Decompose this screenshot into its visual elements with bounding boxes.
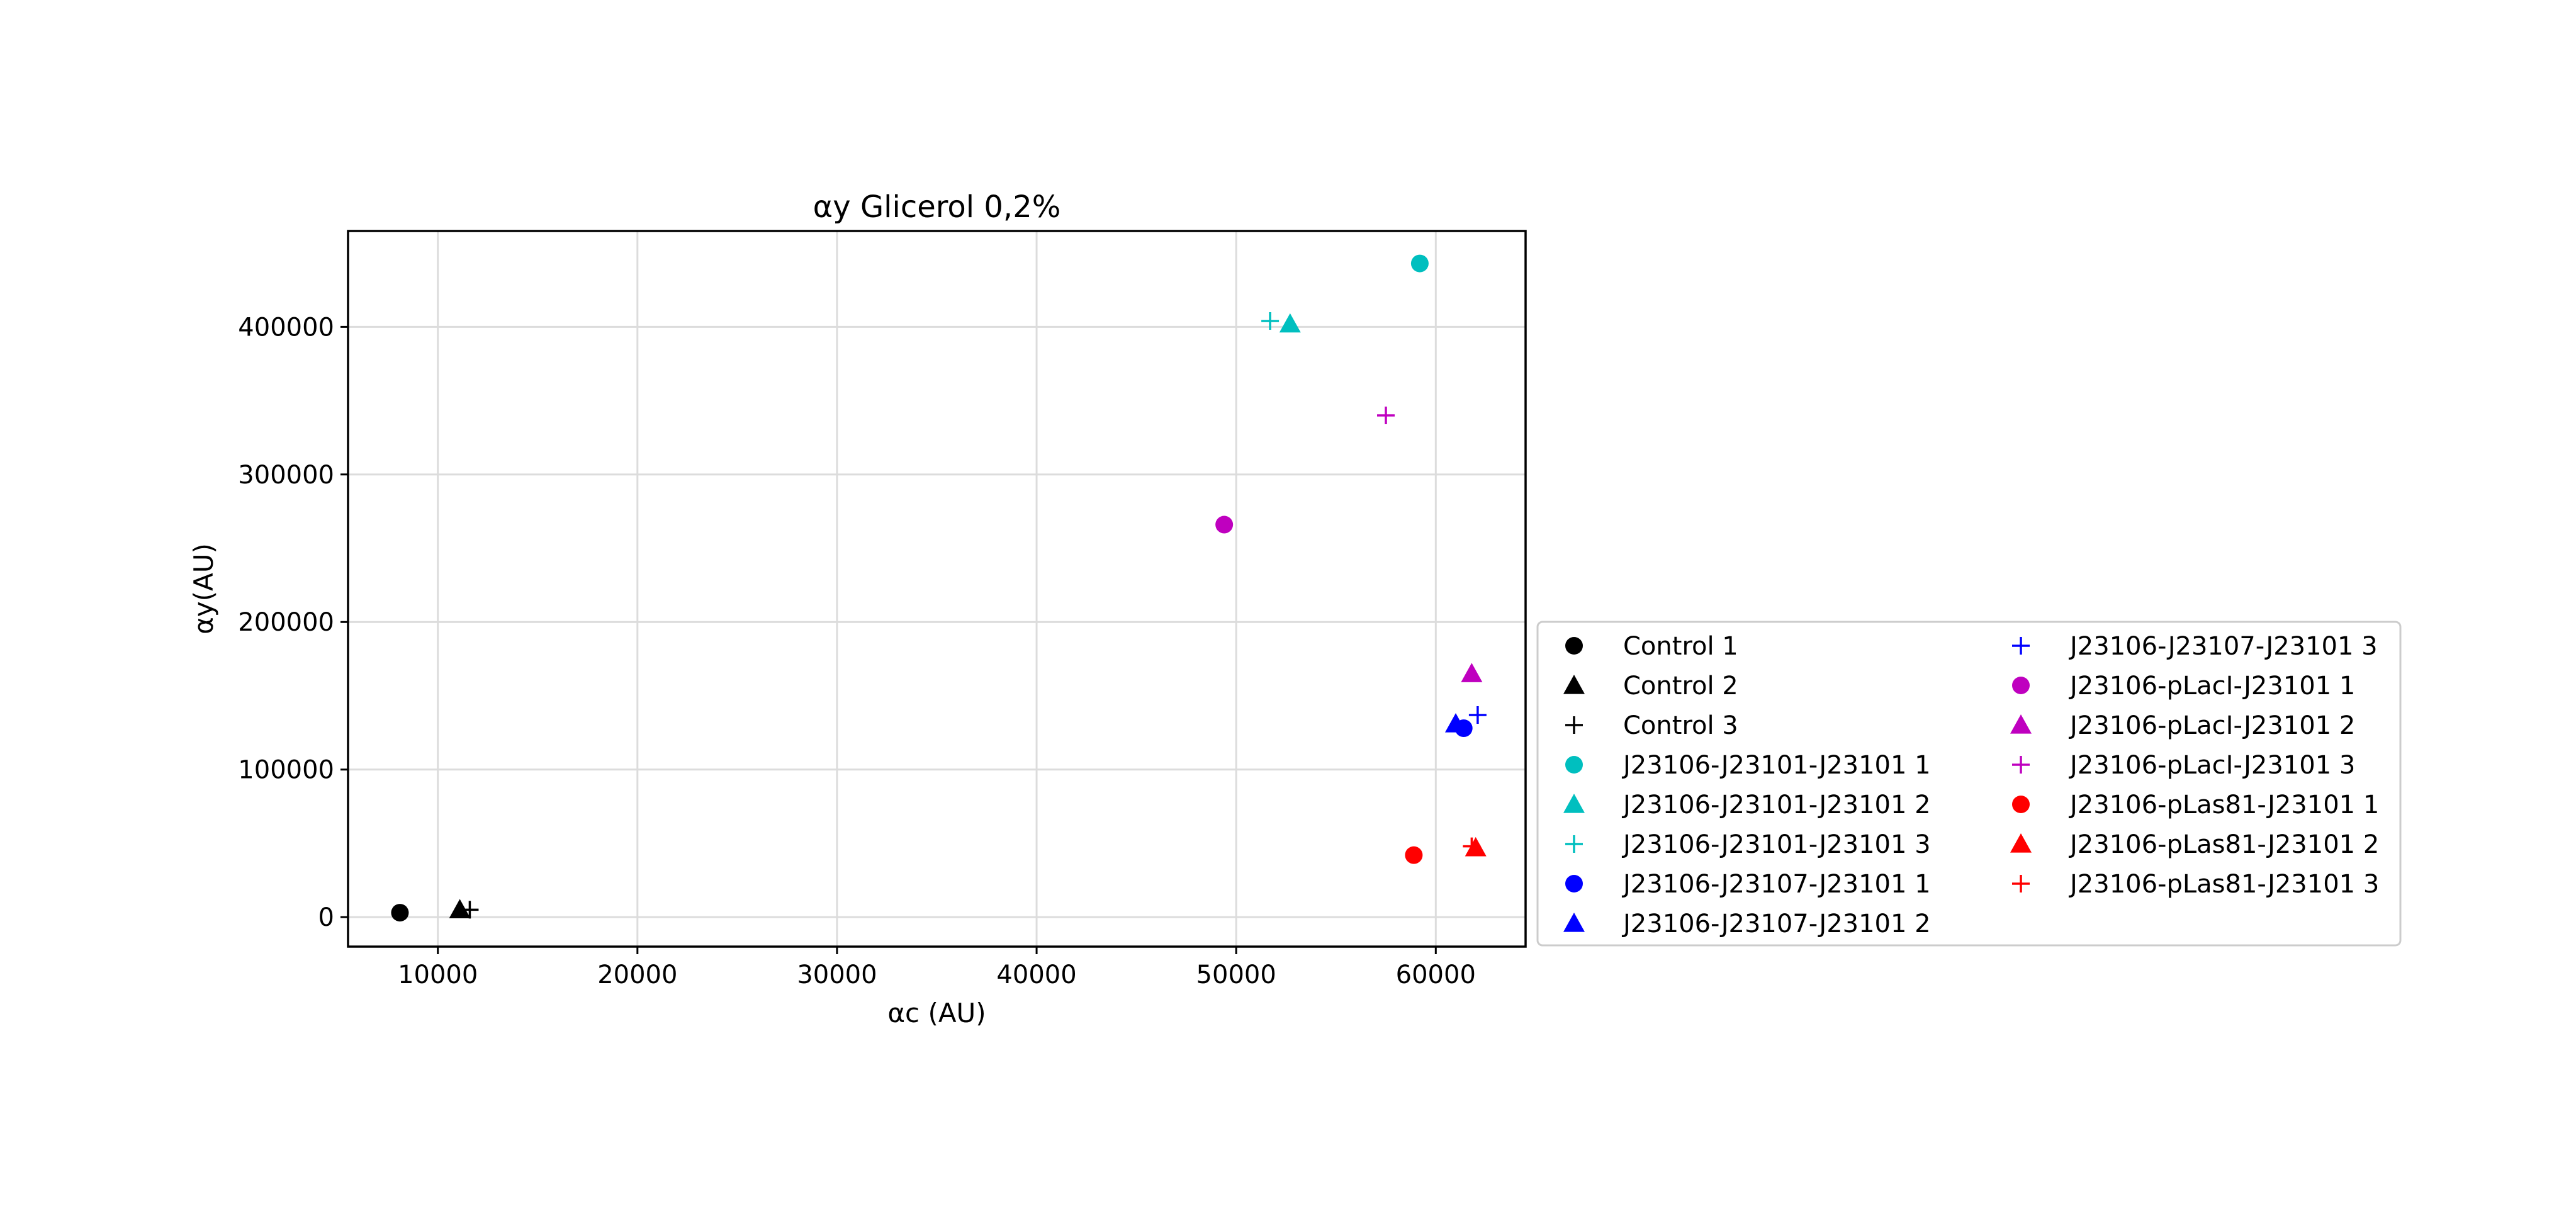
y-tick-label: 0 bbox=[318, 903, 334, 932]
legend-label: J23106-pLacI-J23101 3 bbox=[2068, 751, 2355, 780]
legend: Control 1 Control 2 Control 3 J23106-J23101… bbox=[1536, 621, 2402, 947]
legend-entry: J23106-pLacI-J23101 3 bbox=[2012, 751, 2355, 780]
legend-marker-triangle bbox=[2010, 714, 2032, 734]
data-point-triangle bbox=[1461, 663, 1483, 682]
legend-label: J23106-pLas81-J23101 3 bbox=[2068, 870, 2379, 899]
data-point-triangle bbox=[1279, 313, 1301, 333]
legend-entry: Control 3 bbox=[1565, 711, 1738, 740]
x-tick-label: 30000 bbox=[797, 960, 877, 989]
legend-marker-triangle bbox=[1563, 794, 1585, 813]
x-axis-label: αc (AU) bbox=[887, 998, 986, 1028]
legend-entry: J23106-pLas81-J23101 3 bbox=[2012, 870, 2379, 899]
legend-entry: J23106-J23107-J23101 2 bbox=[1563, 909, 1931, 938]
legend-label: J23106-J23101-J23101 3 bbox=[1621, 830, 1931, 859]
legend-label: J23106-pLacI-J23101 1 bbox=[2068, 672, 2355, 701]
data-point-circle bbox=[1410, 254, 1429, 273]
legend-marker-circle bbox=[2012, 796, 2030, 813]
legend-marker-triangle bbox=[1563, 675, 1585, 694]
legend-marker-circle bbox=[1565, 637, 1583, 655]
legend-box bbox=[1536, 621, 2402, 947]
legend-label: J23106-pLas81-J23101 1 bbox=[2068, 791, 2379, 819]
legend-entry: J23106-pLas81-J23101 2 bbox=[2010, 830, 2379, 859]
data-point-plus bbox=[1377, 407, 1395, 425]
legend-entry: J23106-J23101-J23101 3 bbox=[1565, 830, 1931, 859]
legend-entry: Control 1 bbox=[1565, 632, 1738, 661]
data-point-triangle bbox=[449, 899, 471, 918]
axis-ticks: 10000 20000 30000 40000 50000 60000 0 100000 200… bbox=[238, 313, 1476, 989]
x-tick-label: 40000 bbox=[996, 960, 1076, 989]
data-point-plus bbox=[1261, 312, 1280, 330]
y-tick-label: 400000 bbox=[238, 313, 334, 342]
legend-entry: J23106-pLacI-J23101 2 bbox=[2010, 711, 2355, 740]
x-tick-label: 20000 bbox=[597, 960, 677, 989]
chart-title: αy Glicerol 0,2% bbox=[813, 189, 1061, 225]
x-tick-label: 60000 bbox=[1396, 960, 1476, 989]
data-points bbox=[391, 254, 1487, 922]
legend-marker-circle bbox=[2012, 677, 2030, 694]
legend-label: Control 3 bbox=[1623, 711, 1738, 740]
plot-frame bbox=[347, 230, 1527, 948]
legend-marker-plus bbox=[2012, 756, 2030, 774]
legend-marker-plus bbox=[1565, 716, 1583, 734]
legend-label: J23106-J23101-J23101 1 bbox=[1621, 751, 1931, 780]
legend-label: J23106-J23107-J23101 3 bbox=[2068, 632, 2378, 661]
data-point-triangle bbox=[1445, 713, 1467, 733]
legend-label: Control 1 bbox=[1623, 632, 1738, 661]
legend-entry: Control 2 bbox=[1563, 672, 1738, 701]
data-point-circle bbox=[1215, 515, 1234, 534]
legend-marker-circle bbox=[1565, 756, 1583, 774]
legend-entry: J23106-pLas81-J23101 1 bbox=[2012, 791, 2379, 819]
legend-entry: J23106-J23107-J23101 3 bbox=[2012, 632, 2378, 661]
legend-label: J23106-pLas81-J23101 2 bbox=[2068, 830, 2379, 859]
legend-marker-triangle bbox=[1563, 913, 1585, 932]
legend-label: J23106-J23107-J23101 1 bbox=[1621, 870, 1931, 899]
legend-marker-plus bbox=[2012, 637, 2030, 655]
data-point-circle bbox=[1405, 846, 1423, 864]
data-point-plus bbox=[1463, 837, 1481, 855]
legend-marker-triangle bbox=[2010, 833, 2032, 853]
legend-marker-plus bbox=[2012, 875, 2030, 892]
data-point-plus bbox=[461, 901, 479, 919]
x-tick-label: 10000 bbox=[398, 960, 478, 989]
legend-label: J23106-J23101-J23101 2 bbox=[1621, 791, 1931, 819]
legend-label: J23106-J23107-J23101 2 bbox=[1621, 909, 1931, 938]
legend-entry: J23106-pLacI-J23101 1 bbox=[2012, 672, 2355, 701]
legend-entry: J23106-J23107-J23101 1 bbox=[1565, 870, 1931, 899]
y-tick-label: 200000 bbox=[238, 608, 334, 637]
legend-marker-circle bbox=[1565, 875, 1583, 892]
y-axis-label: αy(AU) bbox=[188, 543, 219, 634]
legend-label: J23106-pLacI-J23101 2 bbox=[2068, 711, 2355, 740]
data-point-circle bbox=[391, 904, 409, 922]
legend-entry: J23106-J23101-J23101 1 bbox=[1565, 751, 1931, 780]
legend-label: Control 2 bbox=[1623, 672, 1738, 701]
y-tick-label: 100000 bbox=[238, 756, 334, 785]
legend-marker-plus bbox=[1565, 835, 1583, 853]
data-point-plus bbox=[1468, 706, 1487, 724]
grid bbox=[348, 231, 1526, 947]
x-tick-label: 50000 bbox=[1196, 960, 1276, 989]
y-tick-label: 300000 bbox=[238, 461, 334, 490]
legend-entry: J23106-J23101-J23101 2 bbox=[1563, 791, 1931, 819]
